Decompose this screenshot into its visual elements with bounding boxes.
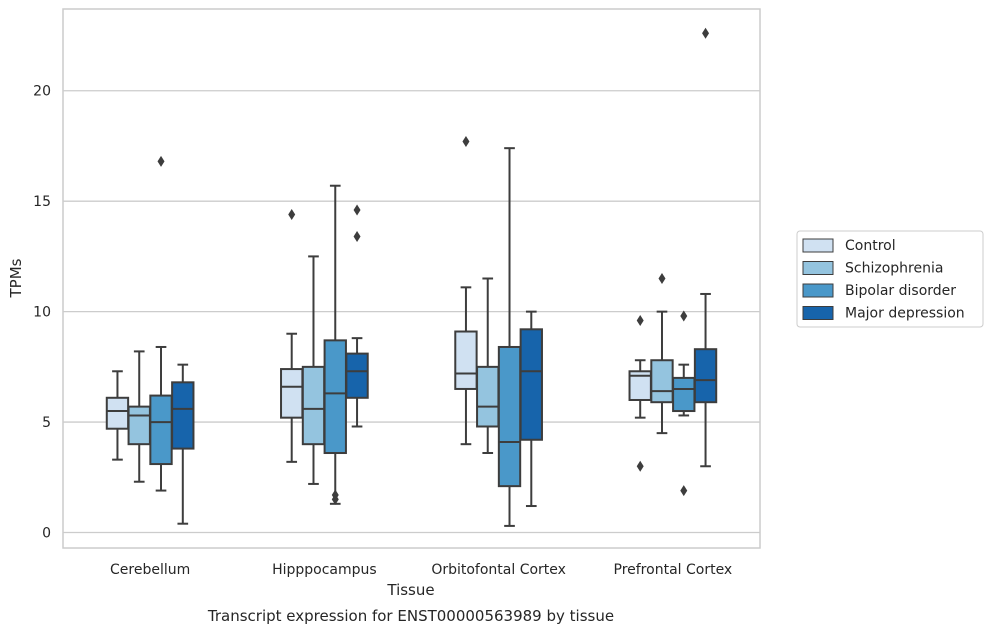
legend-label: Control	[845, 238, 896, 254]
box-major-depression-0	[171, 363, 195, 525]
box-iqr	[105, 396, 130, 430]
outlier-point	[462, 136, 470, 148]
box-iqr	[280, 368, 304, 419]
box-iqr	[650, 359, 674, 404]
legend-swatch	[802, 306, 834, 320]
y-tick-label: 0	[42, 526, 51, 542]
box-iqr	[476, 365, 500, 428]
box-iqr	[497, 345, 522, 488]
box-bipolar-disorder-2	[497, 147, 522, 527]
box-major-depression-3	[693, 27, 718, 468]
outlier-point	[680, 310, 688, 322]
box-schizophrenia-2	[476, 277, 500, 455]
y-axis-label: TPMs	[7, 258, 25, 298]
box-schizophrenia-0	[127, 350, 151, 483]
box-iqr	[693, 348, 718, 404]
outlier-point	[288, 208, 296, 220]
outlier-point	[636, 460, 644, 472]
y-tick-labels: 0 5 10 15 20	[33, 84, 51, 542]
y-tick-label: 10	[33, 305, 51, 321]
box-iqr	[454, 330, 478, 390]
legend-label: Schizophrenia	[845, 261, 943, 277]
chart-caption: Transcript expression for ENST0000056398…	[207, 607, 614, 625]
box-control-3	[628, 314, 652, 472]
legend-swatch	[802, 261, 834, 275]
box-iqr	[149, 394, 173, 466]
x-tick-label: Prefrontal Cortex	[614, 562, 733, 578]
outlier-point	[658, 273, 666, 284]
x-tick-labels: Cerebellum Hipppocampus Orbitofontal Corte…	[110, 562, 732, 578]
outlier-point	[353, 204, 361, 216]
plot-frame	[62, 8, 761, 549]
box-bipolar-disorder-1	[323, 184, 347, 505]
outlier-point	[157, 155, 165, 167]
box-iqr	[672, 376, 696, 413]
box-bipolar-disorder-0	[149, 155, 173, 492]
box-iqr	[345, 352, 369, 399]
box-major-depression-2	[519, 310, 543, 508]
box-schizophrenia-1	[301, 255, 326, 485]
y-tick-label: 20	[33, 84, 51, 100]
y-tick-label: 15	[33, 194, 51, 210]
box-control-0	[105, 370, 130, 461]
x-tick-label: Orbitofontal Cortex	[431, 562, 566, 578]
box-iqr	[301, 365, 326, 446]
x-tick-label: Cerebellum	[110, 562, 190, 578]
box-control-2	[454, 136, 478, 446]
legend-frame	[796, 230, 984, 328]
x-axis-label: Tissue	[386, 581, 434, 599]
box-control-1	[280, 208, 304, 463]
x-tick-label: Hipppocampus	[272, 562, 377, 578]
box-major-depression-1	[345, 204, 369, 428]
outlier-point	[702, 27, 710, 39]
legend-swatch	[802, 283, 834, 298]
box-iqr	[127, 405, 151, 446]
box-schizophrenia-3	[650, 273, 674, 435]
legend: Control Schizophrenia Bipolar disorder Majo…	[796, 230, 984, 328]
outlier-point	[353, 231, 361, 243]
box-iqr	[519, 328, 543, 441]
legend-swatch	[802, 238, 834, 253]
box-iqr	[323, 339, 347, 455]
y-tick-label: 5	[42, 415, 51, 431]
plot-area	[105, 27, 718, 527]
outlier-point	[636, 314, 644, 326]
legend-label: Bipolar disorder	[845, 283, 956, 299]
outlier-point	[331, 493, 339, 505]
box-iqr	[171, 381, 195, 450]
legend-items: Control Schizophrenia Bipolar disorder Majo…	[802, 238, 965, 322]
legend-label: Major depression	[845, 306, 965, 322]
box-bipolar-disorder-3	[672, 310, 696, 497]
grid-lines	[63, 90, 760, 534]
outlier-point	[680, 485, 688, 497]
